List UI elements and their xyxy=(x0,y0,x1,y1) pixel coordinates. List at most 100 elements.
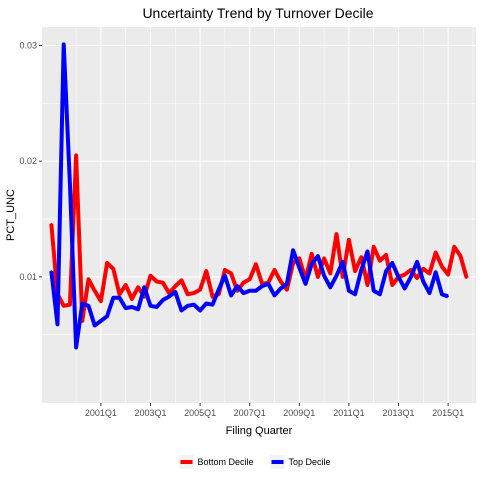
data-point xyxy=(361,256,363,258)
data-point xyxy=(230,273,232,275)
data-point xyxy=(373,290,375,292)
data-point xyxy=(311,253,313,255)
legend-item: Bottom Decile xyxy=(180,455,254,469)
data-point xyxy=(243,292,245,294)
data-point xyxy=(162,282,164,284)
data-point xyxy=(392,262,394,264)
legend-label: Top Decile xyxy=(289,457,331,467)
chart-title: Uncertainty Trend by Turnover Decile xyxy=(142,5,373,21)
data-point xyxy=(224,275,226,277)
data-point xyxy=(125,284,127,286)
data-point xyxy=(416,277,418,279)
data-point xyxy=(249,278,251,280)
data-point xyxy=(429,273,431,275)
data-point xyxy=(162,299,164,301)
data-point xyxy=(125,307,127,309)
x-tick-label: 2015Q1 xyxy=(432,408,464,418)
data-point xyxy=(82,303,84,305)
data-point xyxy=(292,249,294,251)
data-point xyxy=(454,246,456,248)
data-point xyxy=(385,254,387,256)
data-point xyxy=(274,295,276,297)
legend: Bottom Decile Top Decile xyxy=(180,455,331,469)
data-point xyxy=(63,44,65,46)
x-tick-label: 2011Q1 xyxy=(333,408,364,418)
data-point xyxy=(367,251,369,253)
data-point xyxy=(113,297,115,299)
data-point xyxy=(100,320,102,322)
data-point xyxy=(268,283,270,285)
x-tick-label: 2001Q1 xyxy=(85,408,117,418)
data-point xyxy=(330,287,332,289)
y-tick-label: 0.01 xyxy=(19,272,37,282)
data-point xyxy=(249,290,251,292)
data-point xyxy=(131,298,133,300)
data-point xyxy=(100,300,102,302)
data-point xyxy=(255,290,257,292)
data-point xyxy=(175,285,177,287)
data-point xyxy=(392,284,394,286)
data-point xyxy=(423,281,425,283)
data-point xyxy=(385,270,387,272)
data-point xyxy=(348,290,350,292)
data-point xyxy=(119,293,121,295)
data-point xyxy=(199,289,201,291)
x-tick-label: 2007Q1 xyxy=(234,408,266,418)
data-point xyxy=(218,289,220,291)
data-point xyxy=(373,246,375,248)
data-point xyxy=(299,267,301,269)
data-point xyxy=(398,276,400,278)
data-point xyxy=(323,275,325,277)
data-point xyxy=(137,287,139,289)
data-point xyxy=(336,275,338,277)
data-point xyxy=(137,308,139,310)
data-point xyxy=(342,261,344,263)
data-point xyxy=(255,263,257,265)
data-point xyxy=(404,274,406,276)
data-point xyxy=(230,295,232,297)
plot-panel xyxy=(42,27,476,403)
x-tick-label: 2005Q1 xyxy=(184,408,216,418)
data-point xyxy=(75,347,77,349)
data-point xyxy=(94,290,96,292)
data-point xyxy=(460,255,462,257)
data-point xyxy=(379,260,381,262)
data-point xyxy=(168,296,170,298)
data-point xyxy=(336,233,338,235)
data-point xyxy=(280,281,282,283)
data-point xyxy=(224,269,226,271)
data-point xyxy=(193,292,195,294)
data-point xyxy=(144,287,146,289)
data-point xyxy=(94,325,96,327)
data-point xyxy=(113,268,115,270)
data-point xyxy=(63,305,65,307)
data-point xyxy=(410,276,412,278)
data-point xyxy=(69,304,71,306)
data-point xyxy=(367,284,369,286)
data-point xyxy=(187,305,189,307)
data-point xyxy=(286,283,288,285)
data-point xyxy=(199,310,201,312)
data-point xyxy=(193,304,195,306)
data-point xyxy=(150,275,152,277)
x-tick-label: 2009Q1 xyxy=(283,408,315,418)
x-axis: 2001Q1 2003Q1 2005Q1 2007Q1 2009Q1 2011Q1 2013… xyxy=(85,403,464,418)
data-point xyxy=(75,155,77,157)
data-point xyxy=(447,274,449,276)
data-point xyxy=(187,293,189,295)
data-point xyxy=(51,270,53,272)
data-point xyxy=(441,293,443,295)
data-point xyxy=(435,271,437,273)
data-point xyxy=(206,270,208,272)
data-point xyxy=(323,258,325,260)
data-point xyxy=(354,293,356,295)
data-point xyxy=(206,303,208,305)
data-point xyxy=(361,269,363,271)
data-point xyxy=(274,269,276,271)
data-point xyxy=(317,255,319,257)
data-point xyxy=(237,285,239,287)
x-tick-label: 2013Q1 xyxy=(382,408,414,418)
data-point xyxy=(57,324,59,326)
data-point xyxy=(69,182,71,184)
